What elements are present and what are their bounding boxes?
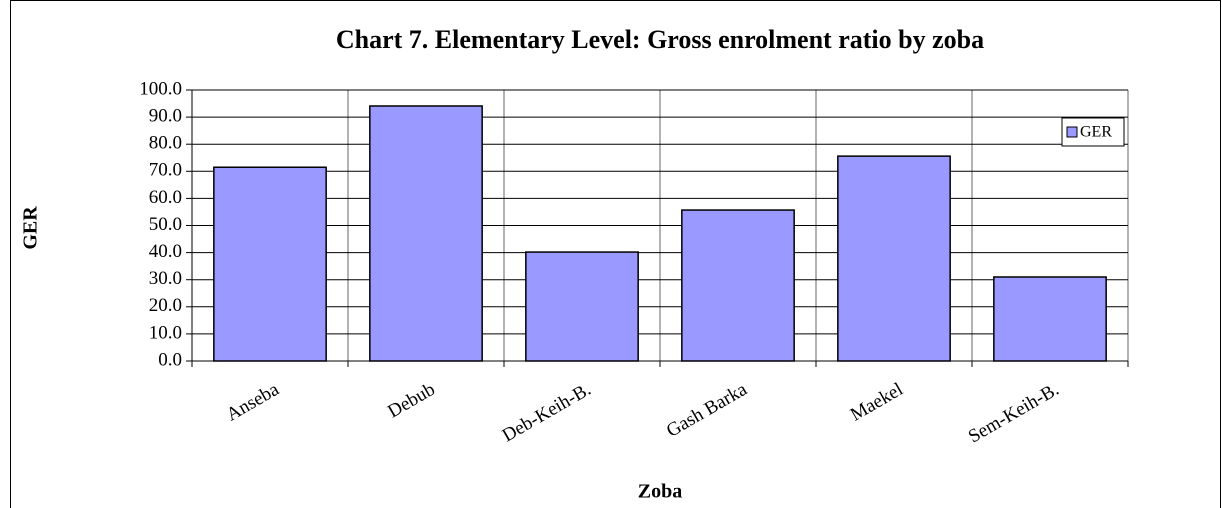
bar — [837, 155, 951, 362]
legend-swatch — [1066, 126, 1078, 138]
x-axis-label: Zoba — [638, 481, 682, 503]
y-tick-label: 50.0 — [149, 214, 182, 235]
y-tick-label: 100.0 — [139, 78, 182, 99]
chart-title: Chart 7. Elementary Level: Gross enrolme… — [336, 25, 984, 54]
bar — [213, 166, 327, 362]
y-tick-label: 40.0 — [149, 241, 182, 262]
legend-label: GER — [1080, 124, 1112, 141]
bar — [993, 276, 1107, 362]
y-tick-label: 20.0 — [149, 295, 182, 316]
y-tick-label: 70.0 — [149, 160, 182, 181]
y-tick-label: 30.0 — [149, 268, 182, 289]
y-tick-label: 90.0 — [149, 105, 182, 126]
y-tick-label: 0.0 — [158, 349, 182, 370]
y-tick-label: 10.0 — [149, 322, 182, 343]
y-axis-label: GER — [20, 206, 42, 250]
y-tick-label: 60.0 — [149, 187, 182, 208]
y-tick-label: 80.0 — [149, 133, 182, 154]
bar — [525, 251, 639, 362]
bar — [681, 209, 795, 362]
bar — [369, 105, 483, 362]
